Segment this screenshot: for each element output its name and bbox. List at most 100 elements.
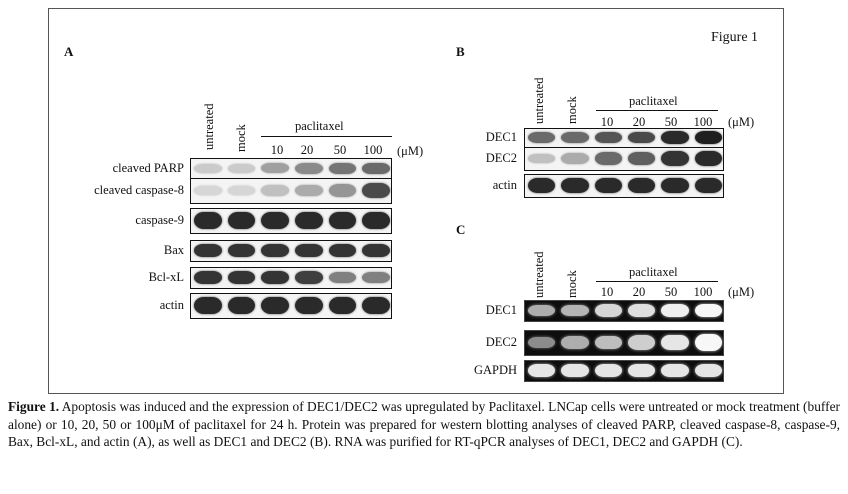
band <box>628 304 656 317</box>
band <box>694 178 722 193</box>
panel-a-blot-strip <box>190 178 392 204</box>
band <box>227 270 256 285</box>
band <box>594 178 622 193</box>
band <box>628 363 656 378</box>
panel-a-blot-strip <box>190 293 392 319</box>
band <box>561 336 589 349</box>
band <box>194 212 222 229</box>
band <box>528 336 556 349</box>
panel-b-conc-50: 50 <box>664 115 678 129</box>
band <box>628 151 656 166</box>
band <box>594 363 622 378</box>
band <box>661 178 689 193</box>
panel-a-treatment-bracket <box>261 136 392 137</box>
band <box>561 153 589 164</box>
panel-b-row-label: DEC2 <box>485 151 517 165</box>
panel-b-treatment-label: paclitaxel <box>629 94 678 108</box>
panel-a-treatment-label: paclitaxel <box>295 119 344 133</box>
band <box>227 212 256 229</box>
band <box>628 335 656 350</box>
band <box>561 132 589 143</box>
band <box>194 243 222 258</box>
band <box>328 212 357 229</box>
band <box>295 271 323 284</box>
panel-c-conc-10: 10 <box>600 285 614 299</box>
band <box>227 185 256 196</box>
panel-b-blot-strip <box>524 174 724 198</box>
band <box>261 185 289 196</box>
band <box>328 184 357 197</box>
band <box>528 363 556 378</box>
band <box>362 297 390 314</box>
panel-a-blot-strip <box>190 240 392 262</box>
panel-a-row-label: cleaved PARP <box>112 161 184 175</box>
panel-b-lane-untreated: untreated <box>532 77 546 124</box>
band <box>528 305 556 316</box>
band <box>328 272 357 283</box>
band <box>295 297 323 314</box>
band <box>694 151 722 166</box>
panel-c-treatment-bracket <box>596 281 718 282</box>
band <box>528 178 556 193</box>
panel-a-conc-10: 10 <box>270 143 284 157</box>
figure-caption: Figure 1. Apoptosis was induced and the … <box>8 398 840 451</box>
panel-c-label: C <box>456 222 466 237</box>
panel-a-lane-untreated: untreated <box>202 103 216 150</box>
panel-a-blot-strip <box>190 267 392 289</box>
panel-a-conc-50: 50 <box>333 143 347 157</box>
panel-a-row-label: Bcl-xL <box>148 270 184 284</box>
panel-c-treatment-label: paclitaxel <box>629 265 678 279</box>
band <box>295 212 323 229</box>
panel-a-lane-mock: mock <box>234 124 248 152</box>
band <box>661 334 689 351</box>
band <box>694 303 722 318</box>
panel-b-conc-10: 10 <box>600 115 614 129</box>
panel-a-conc-20: 20 <box>300 143 314 157</box>
band <box>528 153 556 164</box>
band <box>594 304 622 317</box>
band <box>661 363 689 378</box>
band <box>561 304 589 317</box>
band <box>194 164 222 173</box>
band <box>561 178 589 193</box>
band <box>661 303 689 318</box>
figure-title: Figure 1 <box>711 30 759 45</box>
panel-c-lane-untreated: untreated <box>532 251 546 298</box>
band <box>295 184 323 197</box>
band <box>362 272 390 283</box>
band <box>362 183 390 198</box>
band <box>295 243 323 258</box>
panel-a-label: A <box>64 44 74 59</box>
panel-c-blot-strip <box>524 300 724 322</box>
panel-b-conc-100: 100 <box>693 115 713 129</box>
panel-c-conc-100: 100 <box>693 285 713 299</box>
band <box>261 163 289 174</box>
panel-c-conc-50: 50 <box>664 285 678 299</box>
panel-a-row-label: actin <box>159 298 184 312</box>
panel-a-conc-100: 100 <box>363 143 383 157</box>
band <box>362 162 390 175</box>
band <box>561 363 589 378</box>
panel-b-row-label: actin <box>492 178 517 192</box>
panel-c-conc-20: 20 <box>632 285 646 299</box>
panel-b-blot-strip <box>524 147 724 171</box>
panel-b-blot-strip <box>524 128 724 148</box>
panel-c-row-label: DEC1 <box>485 303 517 317</box>
panel-b-label: B <box>456 44 465 59</box>
band <box>628 131 656 144</box>
panel-b-treatment-bracket <box>596 110 718 111</box>
caption-bold: Figure 1. <box>8 399 60 414</box>
panel-c-lane-mock: mock <box>565 270 579 298</box>
band <box>295 163 323 174</box>
band <box>594 335 622 350</box>
band <box>227 164 256 173</box>
band <box>227 243 256 258</box>
panel-c-blot-strip <box>524 330 724 356</box>
band <box>261 212 289 229</box>
panel-a-row-label: Bax <box>163 243 184 257</box>
panel-a-blot-strip <box>190 208 392 234</box>
panel-a-row-label: cleaved caspase-8 <box>94 183 184 197</box>
band <box>661 151 689 166</box>
band <box>594 152 622 165</box>
band <box>328 162 357 175</box>
